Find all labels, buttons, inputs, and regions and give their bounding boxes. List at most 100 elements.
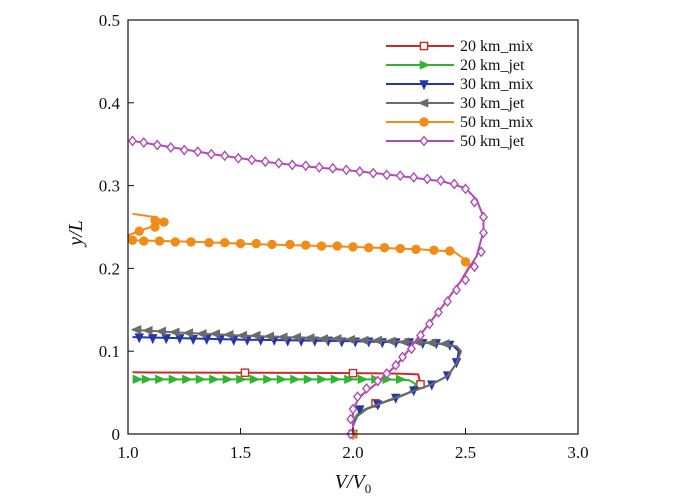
data-point xyxy=(425,338,437,348)
data-point xyxy=(186,237,196,247)
data-point xyxy=(168,374,180,385)
data-point xyxy=(460,257,471,267)
data-point xyxy=(301,160,311,172)
legend-label: 50 km_jet xyxy=(460,133,525,150)
data-point xyxy=(346,413,356,425)
data-point xyxy=(276,374,288,385)
data-point xyxy=(150,215,160,226)
y-tick-label: 0.4 xyxy=(99,94,121,113)
data-point xyxy=(373,375,383,387)
data-point xyxy=(134,333,144,344)
data-point xyxy=(382,169,392,181)
data-point xyxy=(478,227,489,239)
data-point xyxy=(352,391,363,403)
data-point xyxy=(451,284,462,296)
data-point xyxy=(249,330,261,341)
data-point xyxy=(433,306,444,318)
y-axis-title-main: y/ xyxy=(65,229,87,248)
data-point xyxy=(161,334,171,345)
data-point xyxy=(195,329,207,339)
data-point xyxy=(469,196,480,208)
data-point xyxy=(395,374,407,385)
data-point xyxy=(139,137,149,149)
data-point xyxy=(148,334,158,345)
legend-marker xyxy=(419,117,429,127)
data-point xyxy=(222,329,234,340)
data-point xyxy=(236,374,247,385)
data-point xyxy=(159,217,169,227)
y-tick-label: 0.3 xyxy=(99,177,120,196)
data-point xyxy=(130,325,142,335)
data-point xyxy=(132,374,144,385)
data-point xyxy=(391,359,401,371)
data-point xyxy=(251,238,261,249)
y-tick-label: 0.1 xyxy=(99,342,120,361)
data-point xyxy=(290,374,301,385)
data-point xyxy=(317,374,328,385)
data-point xyxy=(415,329,426,341)
data-point xyxy=(476,246,486,258)
data-point xyxy=(317,334,329,344)
legend-item: 20 km_mix xyxy=(386,38,533,55)
data-point xyxy=(460,274,471,286)
y-tick-label: 0.2 xyxy=(99,259,120,278)
x-axis-title-main: V/V xyxy=(335,471,368,493)
data-point xyxy=(233,152,243,164)
data-point xyxy=(341,164,351,176)
y-tick-label: 0.5 xyxy=(99,11,120,30)
legend-label: 50 km_mix xyxy=(460,114,533,131)
legend: 20 km_mix 20 km_jet 30 km_mix 30 km_jet 50 k… xyxy=(386,38,533,150)
data-point xyxy=(267,239,277,250)
legend-marker xyxy=(419,41,429,51)
data-point xyxy=(330,334,342,344)
data-point xyxy=(316,241,327,251)
data-point xyxy=(355,166,365,178)
legend-label: 30 km_jet xyxy=(460,95,525,112)
data-point xyxy=(478,211,489,223)
x-axis-title-subscript: 0 xyxy=(365,481,372,496)
data-point xyxy=(263,374,274,385)
data-point xyxy=(168,327,180,337)
data-point xyxy=(175,334,185,345)
data-point xyxy=(179,144,189,156)
data-point xyxy=(469,261,480,273)
legend-item: 50 km_jet xyxy=(386,133,525,150)
x-axis: 1.0 1.5 2.0 2.5 3.0 xyxy=(117,428,589,462)
data-point xyxy=(395,243,405,254)
data-point xyxy=(290,332,302,342)
data-point xyxy=(206,148,216,160)
data-point xyxy=(188,334,198,346)
series-50-km-jet xyxy=(127,135,489,440)
data-point xyxy=(303,333,315,343)
legend-label: 20 km_jet xyxy=(460,57,525,74)
data-point xyxy=(182,328,194,338)
data-point xyxy=(332,241,342,251)
data-point xyxy=(154,236,165,246)
legend-marker xyxy=(419,60,431,70)
x-tick-label: 1.5 xyxy=(230,443,251,462)
data-point xyxy=(274,157,284,169)
x-tick-label: 1.0 xyxy=(117,443,138,462)
data-point xyxy=(139,236,149,246)
legend-item: 30 km_jet xyxy=(386,95,525,112)
data-point xyxy=(170,237,180,247)
data-point xyxy=(348,403,358,415)
data-point xyxy=(182,374,193,385)
legend-item: 20 km_jet xyxy=(386,57,525,74)
x-tick-label: 3.0 xyxy=(567,443,588,462)
data-point xyxy=(395,170,405,182)
data-point xyxy=(235,238,246,249)
data-point xyxy=(166,142,176,154)
data-point xyxy=(384,336,396,346)
data-point xyxy=(442,296,453,308)
data-point xyxy=(422,173,432,185)
series-line xyxy=(132,139,485,434)
y-axis-title: y/L xyxy=(65,220,87,248)
data-point xyxy=(220,150,230,162)
legend-marker xyxy=(419,135,429,147)
data-point xyxy=(236,330,248,341)
data-point xyxy=(301,240,311,250)
data-point xyxy=(247,154,257,166)
y-axis-title-italic: L xyxy=(65,220,87,232)
legend-marker xyxy=(419,80,429,91)
